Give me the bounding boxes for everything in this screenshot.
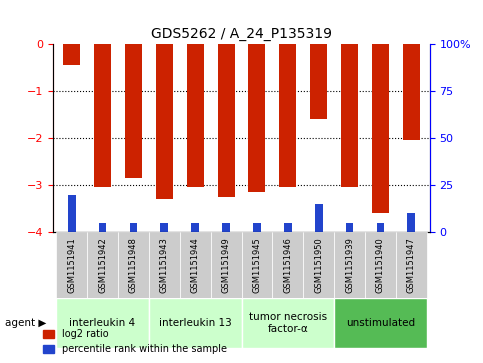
Bar [211,232,242,298]
Text: GSM1151948: GSM1151948 [129,237,138,293]
Bar [87,232,118,298]
Bar [310,44,327,119]
Text: GSM1151940: GSM1151940 [376,237,385,293]
Bar [68,195,75,232]
Bar [191,223,199,232]
Text: GSM1151939: GSM1151939 [345,237,354,293]
Bar [377,223,384,232]
Bar [279,44,296,187]
Text: GSM1151944: GSM1151944 [191,237,199,293]
Text: unstimulated: unstimulated [346,318,415,328]
Text: GSM1151945: GSM1151945 [253,237,261,293]
Bar [217,44,235,197]
Text: GSM1151942: GSM1151942 [98,237,107,293]
Bar [284,223,292,232]
Bar [365,232,396,298]
Bar [118,232,149,298]
Bar [253,223,261,232]
Title: GDS5262 / A_24_P135319: GDS5262 / A_24_P135319 [151,27,332,41]
Bar [242,298,334,348]
Bar [315,204,323,232]
Bar [99,223,106,232]
Bar [396,232,427,298]
Text: agent ▶: agent ▶ [5,318,46,328]
Text: GSM1151941: GSM1151941 [67,237,76,293]
Bar [149,232,180,298]
Bar [408,213,415,232]
Bar [372,44,389,213]
Bar [346,223,354,232]
Bar [341,44,358,187]
Bar [272,232,303,298]
Text: GSM1151943: GSM1151943 [160,237,169,293]
Text: tumor necrosis
factor-α: tumor necrosis factor-α [249,312,327,334]
Text: GSM1151947: GSM1151947 [407,237,416,293]
Bar [242,232,272,298]
Bar [248,44,266,192]
Text: interleukin 13: interleukin 13 [159,318,231,328]
Bar [56,298,149,348]
Bar [180,232,211,298]
Bar [334,298,427,348]
Bar [222,223,230,232]
Bar [63,44,80,65]
Bar [160,223,168,232]
Bar [56,232,87,298]
Bar [187,44,204,187]
Text: GSM1151949: GSM1151949 [222,237,230,293]
Bar [303,232,334,298]
Bar [125,44,142,178]
Bar [403,44,420,140]
Bar [334,232,365,298]
Bar [94,44,111,187]
Bar [156,44,173,199]
Text: GSM1151950: GSM1151950 [314,237,323,293]
Bar [129,223,137,232]
Bar [149,298,242,348]
Text: interleukin 4: interleukin 4 [70,318,136,328]
Text: GSM1151946: GSM1151946 [284,237,292,293]
Legend: log2 ratio, percentile rank within the sample: log2 ratio, percentile rank within the s… [39,326,231,358]
